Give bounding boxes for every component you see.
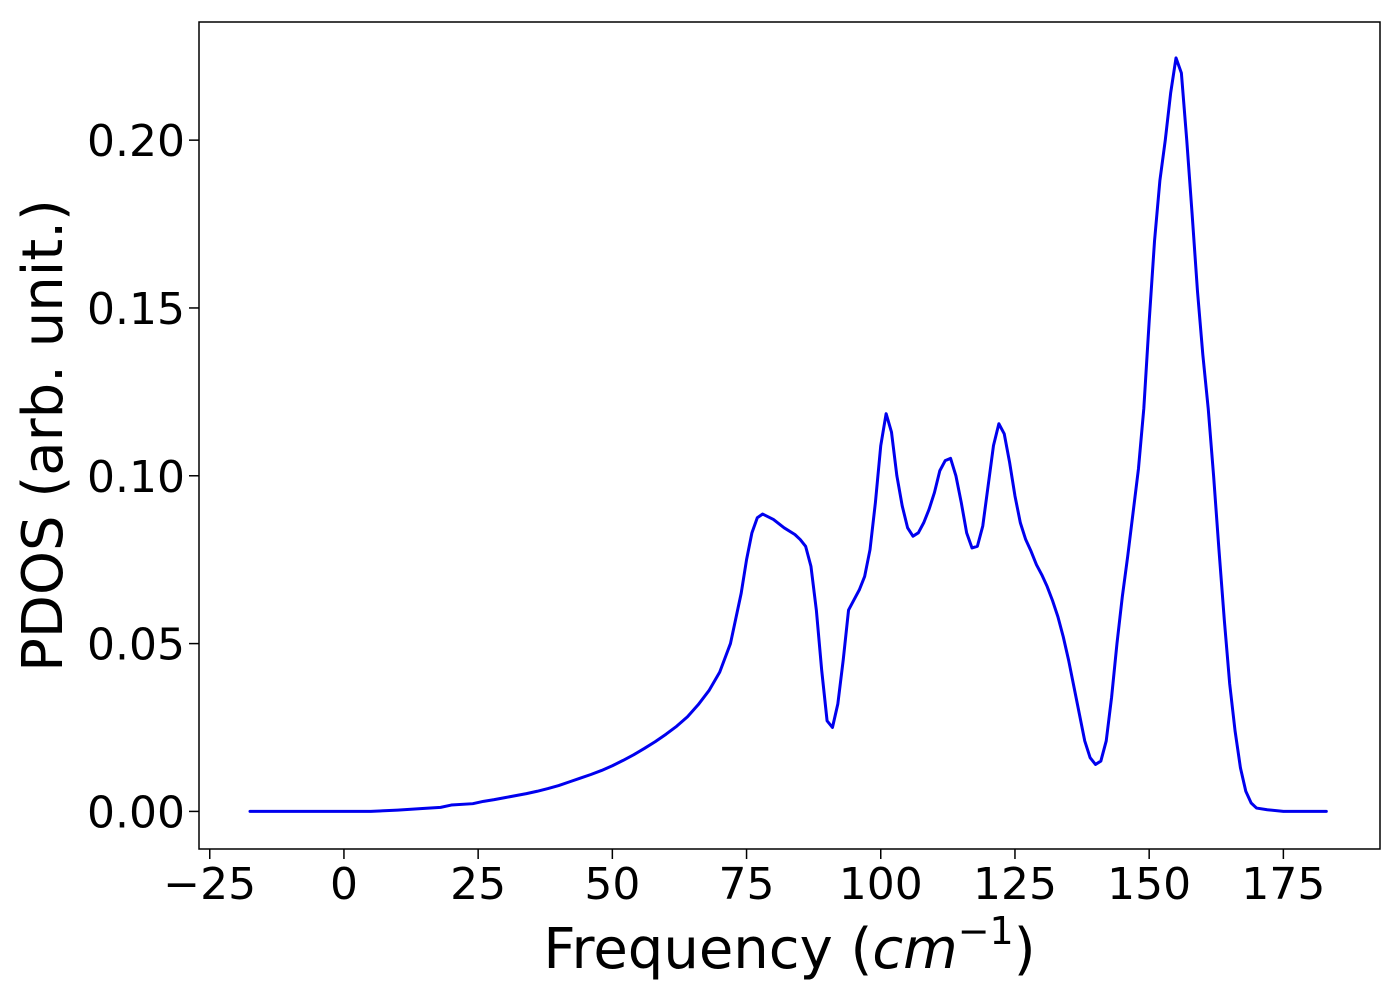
- y-tick-label: 0.00: [87, 787, 185, 838]
- plot-area: [248, 56, 1328, 813]
- y-tick-label: 0.05: [87, 620, 185, 671]
- x-tick-label: 75: [719, 859, 775, 910]
- x-axis-label-text: Frequency: [543, 917, 832, 982]
- x-tick-label: 100: [839, 859, 923, 910]
- y-tick-label: 0.10: [87, 452, 185, 503]
- x-tick-label: 175: [1241, 859, 1325, 910]
- y-axis-label: PDOS (arb. unit.): [11, 199, 76, 672]
- x-axis-label-unit-exponent: −1: [958, 909, 1014, 953]
- x-axis-label-unit: cm: [872, 917, 957, 982]
- x-tick-label: 25: [450, 859, 506, 910]
- y-tick-label: 0.20: [87, 116, 185, 167]
- x-tick-label: 0: [330, 859, 358, 910]
- y-axis-ticks: 0.00 0.05 0.10 0.15 0.20: [87, 116, 199, 838]
- y-tick-label: 0.15: [87, 284, 185, 335]
- x-tick-label: −25: [163, 859, 256, 910]
- plot-frame: [198, 21, 1381, 850]
- series-line-0: [248, 56, 1328, 813]
- x-tick-label: 50: [584, 859, 640, 910]
- x-tick-label: 125: [973, 859, 1057, 910]
- x-axis-ticks: −25 0 25 50 75 100 125 150 175: [163, 849, 1325, 910]
- x-tick-label: 150: [1107, 859, 1191, 910]
- x-axis-label: Frequency (cm−1): [543, 909, 1035, 982]
